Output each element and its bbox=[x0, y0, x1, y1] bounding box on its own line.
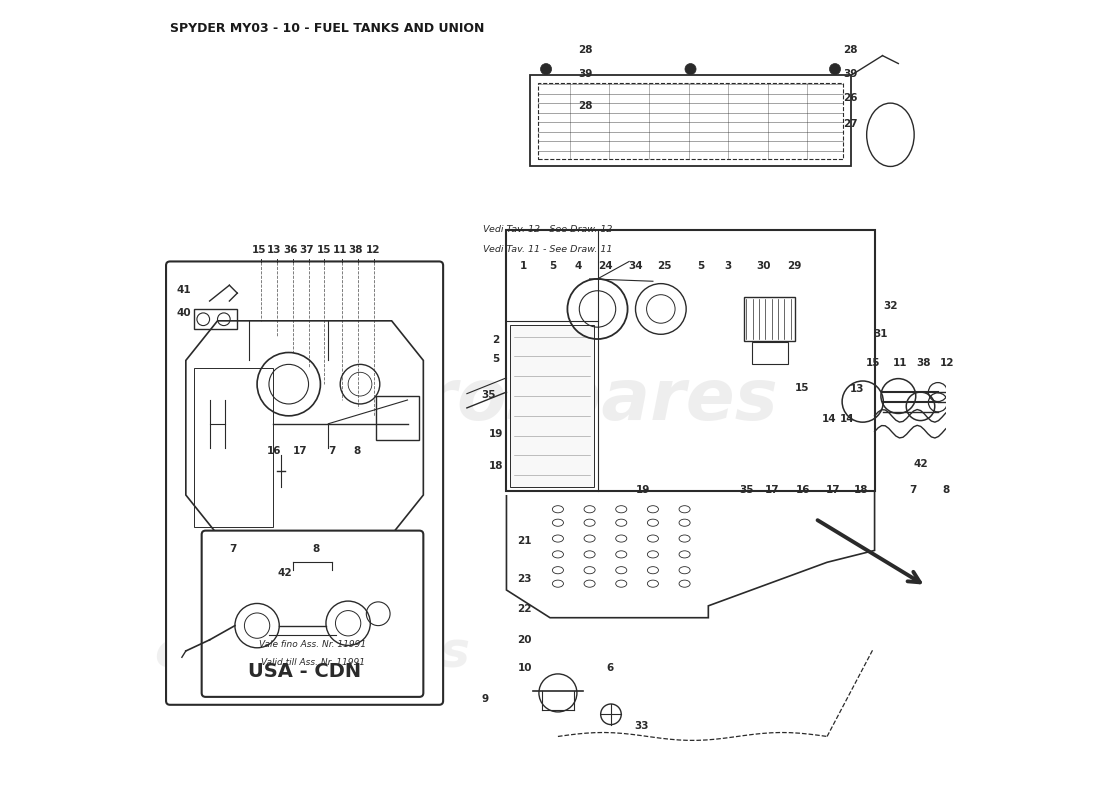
Text: 42: 42 bbox=[913, 459, 927, 470]
Text: 24: 24 bbox=[598, 262, 613, 271]
Text: 2: 2 bbox=[493, 335, 499, 345]
Bar bbox=[538, 83, 843, 158]
Bar bbox=[752, 342, 788, 364]
Text: 18: 18 bbox=[488, 461, 504, 471]
Text: 29: 29 bbox=[786, 262, 801, 271]
Text: 17: 17 bbox=[294, 446, 308, 456]
Bar bbox=[510, 325, 594, 487]
Text: Vale fino Ass. Nr. 11991: Vale fino Ass. Nr. 11991 bbox=[258, 640, 366, 650]
Text: 5: 5 bbox=[493, 354, 499, 364]
Bar bbox=[194, 309, 238, 329]
Circle shape bbox=[685, 63, 696, 74]
Text: 1: 1 bbox=[520, 262, 528, 271]
Text: 6: 6 bbox=[606, 662, 614, 673]
Text: 18: 18 bbox=[854, 486, 868, 495]
Text: 28: 28 bbox=[844, 46, 858, 55]
Text: 31: 31 bbox=[873, 329, 888, 338]
Text: 14: 14 bbox=[839, 414, 855, 424]
Text: 16: 16 bbox=[267, 446, 282, 456]
Text: 17: 17 bbox=[764, 486, 779, 495]
Circle shape bbox=[829, 63, 840, 74]
Text: 23: 23 bbox=[517, 574, 532, 584]
Text: 21: 21 bbox=[517, 536, 532, 546]
Text: 9: 9 bbox=[482, 694, 488, 705]
Text: 27: 27 bbox=[844, 119, 858, 129]
Text: 15: 15 bbox=[317, 245, 331, 254]
Text: 20: 20 bbox=[517, 635, 532, 645]
Text: 39: 39 bbox=[844, 69, 858, 79]
Text: 30: 30 bbox=[757, 262, 771, 271]
Text: 13: 13 bbox=[267, 245, 282, 254]
Text: 13: 13 bbox=[850, 384, 865, 394]
Text: 5: 5 bbox=[549, 262, 556, 271]
Text: 38: 38 bbox=[349, 245, 363, 254]
Text: 8: 8 bbox=[353, 446, 361, 456]
Text: 38: 38 bbox=[916, 358, 931, 368]
Text: 17: 17 bbox=[826, 486, 840, 495]
FancyBboxPatch shape bbox=[201, 530, 424, 697]
Text: 15: 15 bbox=[252, 245, 266, 254]
Circle shape bbox=[540, 63, 551, 74]
Text: 11: 11 bbox=[893, 358, 907, 368]
Text: 26: 26 bbox=[844, 93, 858, 102]
Text: Vedi Tav. 12 - See Draw. 12: Vedi Tav. 12 - See Draw. 12 bbox=[483, 225, 612, 234]
Text: eurospares: eurospares bbox=[321, 366, 779, 434]
Text: 32: 32 bbox=[883, 301, 898, 311]
Bar bbox=[194, 368, 273, 526]
Text: 15: 15 bbox=[866, 358, 880, 368]
Text: 34: 34 bbox=[628, 262, 642, 271]
Text: 35: 35 bbox=[739, 486, 754, 495]
Text: 8: 8 bbox=[312, 544, 320, 554]
Text: 15: 15 bbox=[794, 382, 808, 393]
Text: SPYDER MY03 - 10 - FUEL TANKS AND UNION: SPYDER MY03 - 10 - FUEL TANKS AND UNION bbox=[170, 22, 484, 35]
Text: 36: 36 bbox=[283, 245, 298, 254]
Text: 3: 3 bbox=[725, 262, 732, 271]
Text: 28: 28 bbox=[579, 46, 593, 55]
Text: 16: 16 bbox=[796, 486, 811, 495]
Text: 14: 14 bbox=[822, 414, 836, 424]
Text: Vedi Tav. 11 - See Draw. 11: Vedi Tav. 11 - See Draw. 11 bbox=[483, 245, 612, 254]
Text: 19: 19 bbox=[636, 486, 650, 495]
Text: 28: 28 bbox=[579, 101, 593, 110]
Text: 7: 7 bbox=[909, 486, 916, 495]
Text: 12: 12 bbox=[940, 358, 955, 368]
Bar bbox=[530, 75, 850, 166]
Text: 19: 19 bbox=[490, 430, 504, 439]
Text: Valid till Ass. Nr. 11991: Valid till Ass. Nr. 11991 bbox=[261, 658, 364, 666]
Text: 35: 35 bbox=[481, 390, 495, 401]
Text: 8: 8 bbox=[943, 486, 949, 495]
Text: 10: 10 bbox=[517, 662, 532, 673]
Text: 40: 40 bbox=[177, 308, 191, 318]
Text: 5: 5 bbox=[696, 262, 704, 271]
Text: 37: 37 bbox=[299, 245, 315, 254]
Bar bbox=[506, 230, 874, 491]
Text: 11: 11 bbox=[333, 245, 348, 254]
Text: 33: 33 bbox=[635, 721, 649, 730]
Text: 41: 41 bbox=[177, 285, 191, 295]
Text: 7: 7 bbox=[329, 446, 336, 456]
Text: 42: 42 bbox=[277, 568, 293, 578]
Bar bbox=[376, 396, 419, 439]
Text: eurospares: eurospares bbox=[154, 630, 471, 678]
Text: 25: 25 bbox=[658, 262, 672, 271]
FancyBboxPatch shape bbox=[166, 262, 443, 705]
Text: 22: 22 bbox=[517, 604, 532, 614]
Text: 4: 4 bbox=[574, 262, 582, 271]
Bar bbox=[744, 297, 795, 341]
Text: 39: 39 bbox=[579, 69, 593, 79]
Text: 12: 12 bbox=[365, 245, 380, 254]
Text: 7: 7 bbox=[230, 544, 236, 554]
Text: USA - CDN: USA - CDN bbox=[248, 662, 361, 681]
